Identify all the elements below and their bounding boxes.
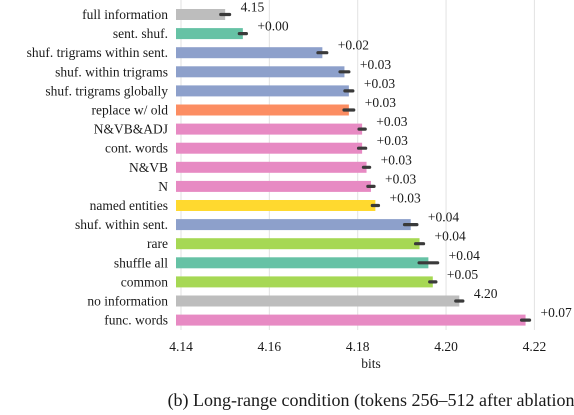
figure-caption: (b) Long-range condition (tokens 256–512…	[168, 390, 574, 410]
category-label: shuf. trigrams globally	[45, 83, 168, 98]
bar	[176, 9, 226, 20]
category-label: no information	[87, 294, 168, 309]
category-label: cont. words	[105, 141, 168, 156]
bar	[176, 257, 429, 269]
category-label: shuffle all	[114, 255, 168, 270]
bar	[176, 200, 376, 211]
value-label: +0.04	[449, 248, 480, 263]
value-label: +0.03	[360, 57, 391, 72]
category-label: shuf. within sent.	[75, 217, 168, 232]
category-label: N&VB&ADJ	[94, 122, 168, 137]
value-label: +0.03	[389, 191, 420, 206]
value-label: +0.03	[377, 133, 408, 148]
value-label: +0.03	[376, 114, 407, 129]
value-label: +0.00	[257, 19, 288, 34]
bar	[176, 28, 243, 40]
bar	[176, 161, 367, 173]
category-label: N	[158, 179, 168, 194]
x-axis-title: bits	[361, 356, 381, 371]
value-label: +0.03	[364, 76, 395, 91]
category-label: replace w/ old	[92, 103, 169, 118]
category-label: common	[121, 274, 168, 289]
x-tick-label: 4.16	[258, 339, 282, 354]
bar	[176, 276, 433, 288]
x-tick-label: 4.20	[434, 339, 458, 354]
bar	[176, 142, 363, 154]
category-label: sent. shuf.	[113, 26, 168, 41]
category-label: full information	[82, 7, 168, 22]
value-label: +0.04	[435, 229, 466, 244]
category-label: shuf. trigrams within sent.	[27, 45, 168, 60]
bar	[176, 238, 420, 250]
value-labels: 4.15 +0.00 +0.02 +0.03 +0.03 +0.03 +0.03 +0.03 +…	[241, 0, 572, 320]
bar	[176, 85, 349, 97]
x-tick-label: 4.22	[523, 339, 547, 354]
bar	[176, 104, 349, 116]
bar	[176, 123, 363, 135]
category-label: named entities	[90, 198, 168, 213]
error-bars	[219, 12, 532, 322]
bars	[176, 9, 526, 326]
bar	[176, 314, 526, 326]
bar	[176, 180, 371, 192]
bar	[176, 66, 345, 78]
bar	[176, 219, 411, 231]
category-label: func. words	[104, 313, 168, 328]
value-label: +0.05	[447, 267, 478, 282]
value-label: +0.03	[381, 152, 412, 167]
value-label: 4.20	[474, 286, 498, 301]
x-tick-label: 4.18	[346, 339, 370, 354]
category-labels: full information sent. shuf. shuf. trigram…	[27, 7, 169, 328]
value-label: +0.03	[365, 95, 396, 110]
value-label: 4.15	[241, 0, 265, 15]
category-label: shuf. within trigrams	[55, 64, 168, 79]
category-label: rare	[147, 236, 168, 251]
x-tick-labels: 4.14 4.16 4.18 4.20 4.22	[169, 339, 546, 354]
bar	[176, 295, 460, 307]
category-label: N&VB	[129, 160, 168, 175]
value-label: +0.03	[385, 171, 416, 186]
x-tick-label: 4.14	[169, 339, 193, 354]
bar	[176, 47, 323, 59]
value-label: +0.02	[338, 38, 369, 53]
value-label: +0.04	[428, 210, 459, 225]
value-label: +0.07	[541, 305, 572, 320]
